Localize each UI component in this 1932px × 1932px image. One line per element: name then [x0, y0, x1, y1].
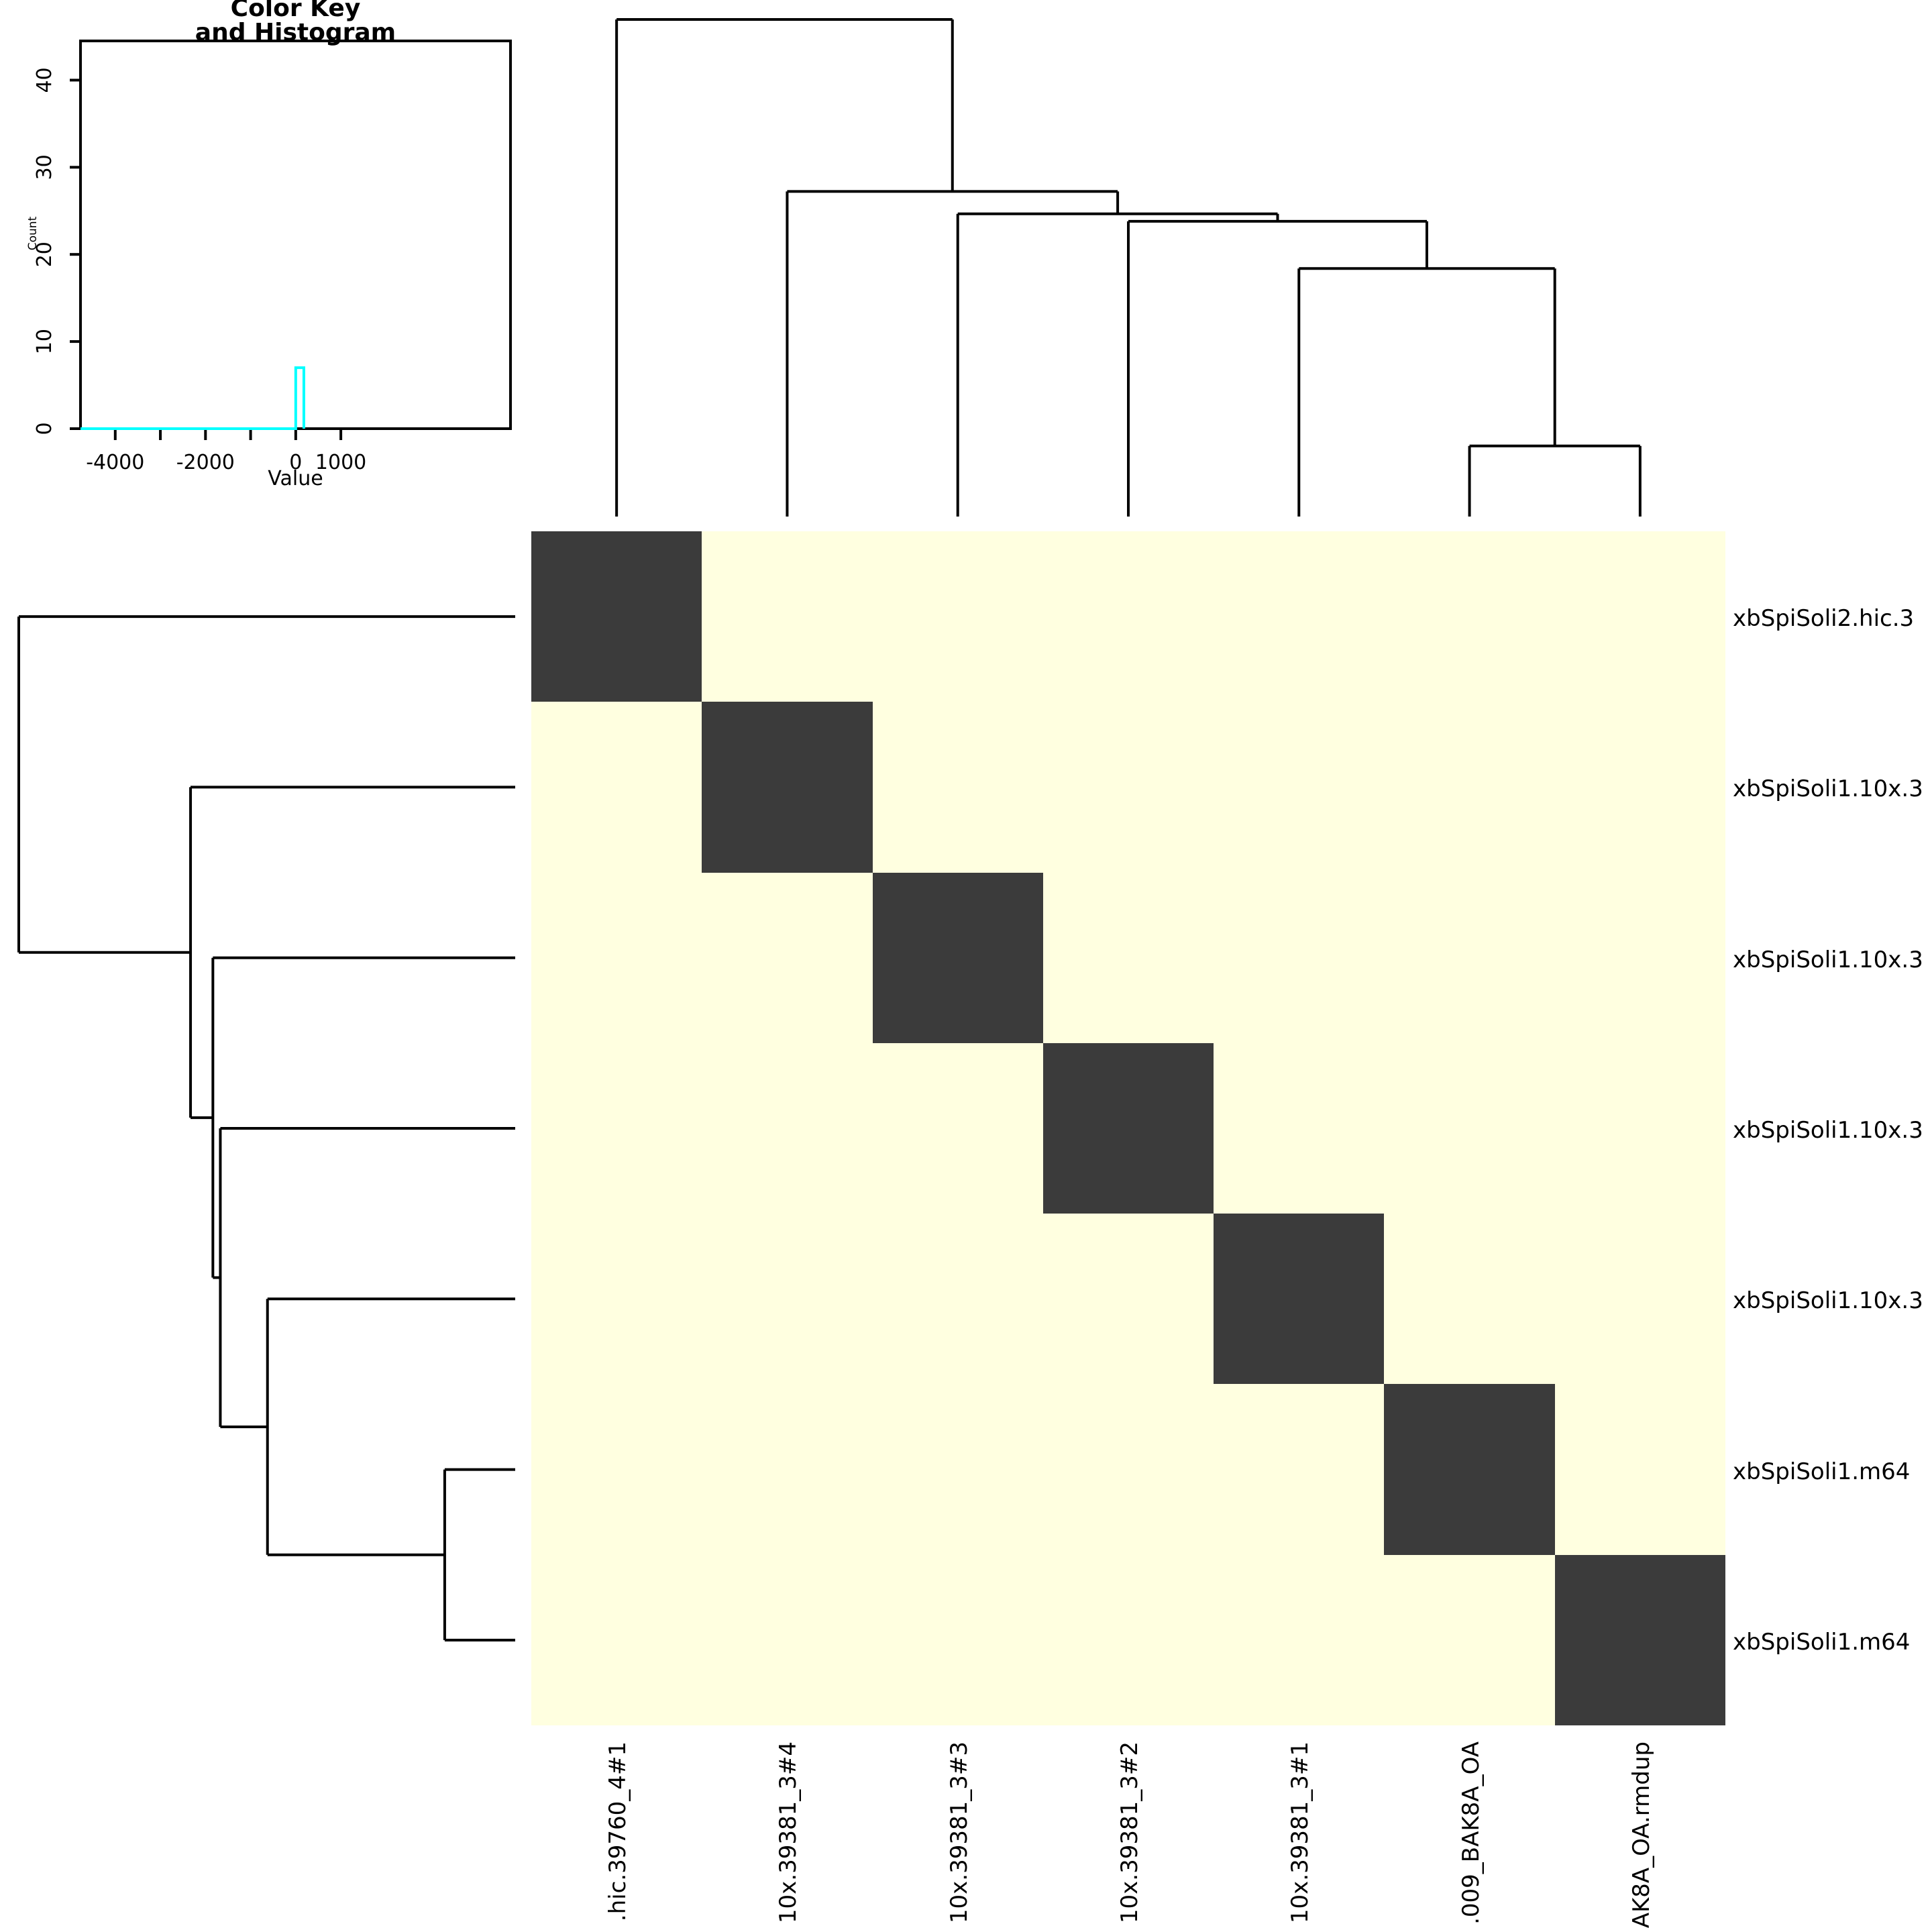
heatmap-cell: [702, 1384, 873, 1555]
row-dendrogram: [17, 615, 515, 1642]
row-label: xbSpiSoli1.10x.3: [1733, 1117, 1923, 1144]
column-dendrogram: [615, 18, 1642, 517]
heatmap-cell: [1554, 1042, 1725, 1214]
heatmap-cell: [1384, 1042, 1555, 1214]
heatmap-cell: [1214, 1554, 1385, 1725]
heatmap-cell: [1214, 872, 1385, 1043]
heatmap-cell: [531, 702, 702, 873]
column-label: .hic.39760_4#1: [604, 1741, 632, 1922]
heatmap-cell: [1042, 1384, 1214, 1555]
heatmap-cell: [1384, 1554, 1555, 1725]
heatmap-cell: [1214, 1384, 1385, 1555]
heatmap-cell: [1384, 702, 1555, 873]
heatmap-cell: [531, 1384, 702, 1555]
color-key-plot-box: [79, 40, 512, 430]
heatmap-cell: [872, 1042, 1043, 1214]
row-label: xbSpiSoli1.m64: [1733, 1628, 1911, 1656]
heatmap-cell: [702, 872, 873, 1043]
row-label: xbSpiSoli2.hic.3: [1733, 605, 1915, 633]
heatmap-cell: [531, 872, 702, 1043]
heatmap-cell: [1384, 872, 1555, 1043]
x-axis-tick-label: -4000: [86, 451, 144, 474]
x-axis-tick-label: 1000: [315, 451, 366, 474]
column-label: 10x.39381_3#3: [945, 1741, 973, 1924]
heatmap-cell: [1042, 702, 1214, 873]
x-axis-tick-label: -2000: [176, 451, 235, 474]
heatmap-cell: [872, 702, 1043, 873]
row-label: xbSpiSoli1.m64: [1733, 1458, 1911, 1485]
heatmap-cell: [872, 872, 1043, 1043]
heatmap-matrix: [531, 531, 1725, 1725]
heatmap-cell: [1384, 1384, 1555, 1555]
y-axis-tick-label: 20: [33, 241, 56, 267]
heatmap-cell: [1214, 1214, 1385, 1385]
heatmap-cell: [702, 702, 873, 873]
x-axis-tick-label: 0: [289, 451, 302, 474]
heatmap-cell: [702, 531, 873, 702]
heatmap-cell: [702, 1042, 873, 1214]
heatmap-cell: [1042, 1214, 1214, 1385]
column-label: AK8A_OA.rmdup: [1627, 1741, 1655, 1929]
heatmap-cell: [1214, 702, 1385, 873]
column-label: 10x.39381_3#4: [775, 1741, 802, 1924]
value-axis-label: Value: [268, 467, 323, 490]
heatmap-cell: [1042, 872, 1214, 1043]
heatmap-cell: [1214, 531, 1385, 702]
heatmap-cell: [531, 1214, 702, 1385]
heatmap-cell: [1384, 1214, 1555, 1385]
heatmap-cell: [1214, 1042, 1385, 1214]
heatmap-cell: [872, 1384, 1043, 1555]
heatmap-cell: [1042, 531, 1214, 702]
row-label: xbSpiSoli1.10x.3: [1733, 775, 1923, 803]
count-axis-label: Count: [26, 216, 40, 250]
column-label: 10x.39381_3#2: [1116, 1741, 1143, 1924]
y-axis-tick-label: 0: [33, 422, 56, 435]
heatmap-cell: [1384, 531, 1555, 702]
heatmap-cell: [872, 1214, 1043, 1385]
y-axis-tick-label: 10: [33, 329, 56, 354]
heatmap-cell: [1554, 1214, 1725, 1385]
row-label: xbSpiSoli1.10x.3: [1733, 946, 1923, 973]
heatmap-cell: [531, 1554, 702, 1725]
heatmap-cell: [872, 1554, 1043, 1725]
y-axis-tick-label: 40: [33, 67, 56, 93]
heatmap-cell: [531, 531, 702, 702]
heatmap-cell: [1554, 1554, 1725, 1725]
heatmap-cell: [1554, 531, 1725, 702]
heatmap-cell: [1042, 1042, 1214, 1214]
heatmap-cell: [1554, 1384, 1725, 1555]
heatmap-cell: [1554, 872, 1725, 1043]
row-label: xbSpiSoli1.10x.3: [1733, 1287, 1923, 1315]
heatmap-cell: [702, 1214, 873, 1385]
heatmap-cell: [702, 1554, 873, 1725]
heatmap-cell: [531, 1042, 702, 1214]
column-label: 10x.39381_3#1: [1287, 1741, 1314, 1924]
y-axis-tick-label: 30: [33, 154, 56, 180]
color-key-title-line1: Color Key: [231, 0, 361, 22]
heatmap-cell: [1554, 702, 1725, 873]
histogram-trace: [80, 366, 305, 430]
heatmap-cell: [1042, 1554, 1214, 1725]
color-key-title-line2: and Histogram: [195, 19, 396, 46]
column-label: .009_BAK8A_OA: [1457, 1741, 1485, 1925]
heatmap-cell: [872, 531, 1043, 702]
